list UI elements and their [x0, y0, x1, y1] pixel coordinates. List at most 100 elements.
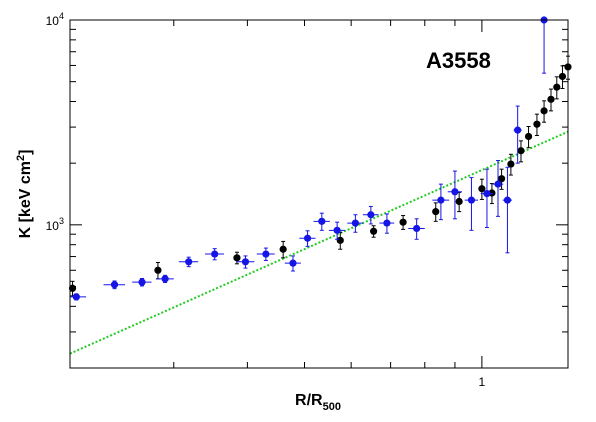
black-data-point [68, 280, 77, 297]
x-axis-title-subscript: 500 [323, 401, 341, 413]
blue-marker [383, 219, 391, 227]
black-marker [432, 208, 440, 216]
blue-data-point [313, 212, 330, 231]
blue-marker [303, 234, 312, 242]
blue-data-point [432, 183, 450, 221]
y-tick-label: 103 [46, 216, 64, 233]
black-data-point [432, 202, 440, 222]
black-data-point [497, 168, 506, 190]
y-tick-label-exponent: 3 [59, 216, 64, 226]
black-data-point [533, 113, 541, 136]
blue-data-point [256, 247, 275, 261]
blue-data-point [379, 213, 395, 234]
black-data-point [553, 76, 561, 100]
blue-data-point [362, 205, 379, 225]
blue-marker [185, 258, 193, 266]
blue-marker [451, 188, 459, 196]
y-axis-title-superscript: 2 [15, 155, 27, 161]
y-axis-title-main: K [keV cm [17, 161, 34, 238]
blue-data-point [236, 255, 255, 269]
blue-data-point [70, 293, 87, 301]
y-axis-title: K [keV cm2] [15, 150, 34, 239]
blue-marker [483, 190, 491, 198]
blue-data-point [347, 214, 364, 233]
fit-line [69, 130, 569, 355]
black-marker [558, 72, 567, 81]
blue-data-point [513, 105, 522, 164]
blue-marker [241, 258, 250, 266]
blue-marker [110, 281, 119, 289]
blue-marker [514, 126, 522, 134]
blue-marker [318, 217, 326, 225]
black-marker [154, 266, 162, 274]
black-data-point [507, 153, 515, 176]
blue-data-point [502, 166, 513, 254]
black-marker [507, 160, 515, 168]
y-axis-title-end: ] [17, 150, 34, 155]
black-data-point [540, 100, 548, 123]
blue-marker [289, 259, 297, 267]
y-tick-label: 104 [46, 11, 64, 28]
blue-marker [413, 224, 421, 233]
black-data-point [370, 225, 378, 238]
black-marker [547, 95, 555, 103]
blue-data-point [178, 256, 199, 268]
black-data-point [279, 240, 287, 259]
black-data-point [547, 88, 555, 112]
blue-data-point [103, 280, 126, 290]
blue-marker [367, 211, 375, 219]
blue-marker [503, 196, 512, 204]
axis-ticks [69, 19, 568, 369]
blue-marker [351, 219, 359, 227]
fit-line-path [69, 130, 569, 355]
blue-marker [72, 293, 80, 301]
blue-data-point [492, 160, 504, 217]
blue-marker [161, 275, 169, 283]
black-marker [524, 132, 533, 141]
x-axis-title-main: R/R [295, 392, 323, 409]
black-marker [68, 284, 77, 292]
black-data-point [558, 65, 567, 89]
x-tick-label: 1 [479, 375, 486, 389]
black-marker [497, 175, 506, 183]
blue-marker [437, 196, 445, 204]
black-marker [540, 107, 548, 115]
x-axis-title: R/R500 [295, 392, 341, 413]
plot-frame [69, 19, 569, 369]
black-data-point [455, 191, 463, 213]
black-marker [233, 254, 241, 262]
blue-data-point [156, 274, 174, 283]
blue-data-point [132, 277, 152, 287]
black-marker [478, 185, 486, 193]
black-marker [533, 120, 541, 128]
black-marker [455, 197, 463, 206]
blue-marker [262, 250, 270, 258]
black-data-point [399, 215, 407, 230]
black-data-point [517, 140, 525, 163]
black-data-point [336, 231, 344, 250]
blue-marker [138, 278, 146, 286]
black-marker [553, 83, 561, 91]
blue-marker [211, 250, 219, 258]
black-marker [279, 245, 287, 253]
blue-marker [333, 226, 341, 234]
black-data-point [524, 126, 533, 149]
y-tick-label-exponent: 4 [59, 11, 64, 21]
blue-data-point [328, 221, 346, 240]
blue-data-point [408, 218, 425, 240]
blue-data-point [284, 255, 301, 272]
blue-marker [467, 196, 476, 204]
blue-data-point [299, 230, 316, 247]
blue-data-point [447, 170, 462, 220]
y-tick-label-base: 10 [46, 219, 60, 233]
black-marker [336, 236, 344, 244]
blue-data-point [205, 248, 224, 261]
cluster-name-annotation: A3558 [426, 48, 491, 73]
black-data-point [478, 178, 486, 200]
y-tick-label-base: 10 [46, 14, 60, 28]
black-marker [517, 147, 525, 155]
blue-data-point [464, 177, 479, 231]
